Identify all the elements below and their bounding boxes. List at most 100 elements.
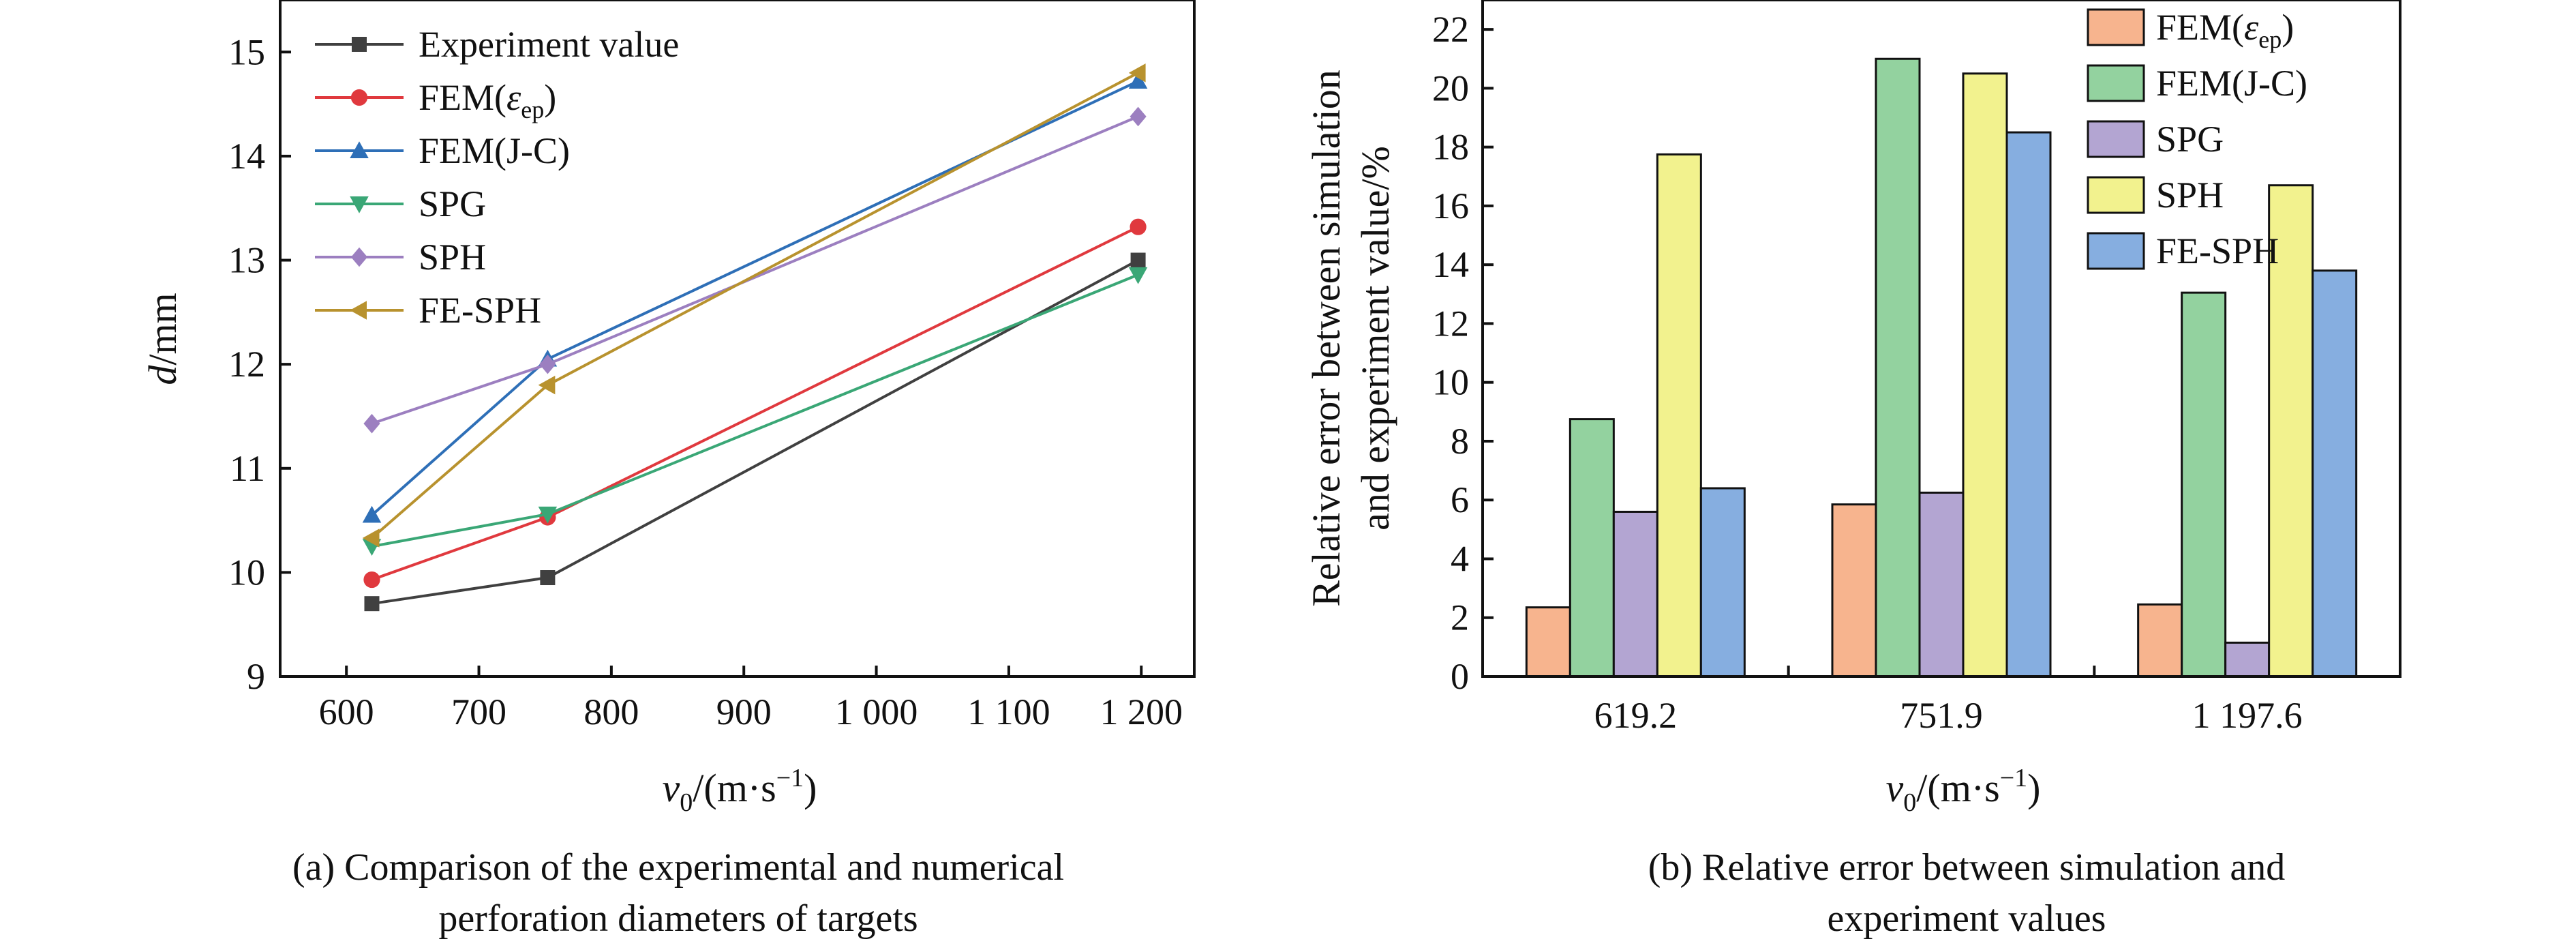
b-y-tick-label: 18 [1432, 127, 1469, 168]
a-series-5 [362, 63, 1146, 548]
a-series-line [371, 225, 1139, 581]
a-legend: Experiment value FEM(εep) FEM(J-C) SPG SPH FE… [315, 24, 679, 331]
a-legend-label: FE-SPH [419, 290, 541, 331]
a-series-0 [364, 252, 1146, 612]
b-bar [2181, 291, 2227, 678]
a-data-point [538, 375, 556, 395]
b-plot-frame [1481, 0, 2401, 678]
b-y-tick-label: 12 [1432, 303, 1469, 344]
a-caption-line-1: (a) Comparison of the experimental and n… [292, 846, 1064, 889]
b-legend-label: SPG [2156, 119, 2224, 160]
a-legend-marker [350, 89, 368, 106]
a-legend-marker [350, 247, 368, 267]
b-bar [1612, 510, 1658, 678]
a-x-tick-label: 1 200 [1100, 691, 1183, 732]
a-legend-item: SPG [315, 183, 486, 224]
b-y-tick-label: 6 [1451, 479, 1469, 520]
b-bar [2224, 641, 2271, 678]
a-data-point [1130, 106, 1147, 127]
b-legend-swatch [2087, 232, 2145, 270]
b-legend-swatch [2087, 64, 2145, 102]
b-y-tick-label: 0 [1451, 656, 1469, 697]
a-y-tick-label: 13 [228, 240, 265, 281]
b-y-tick-label: 2 [1451, 597, 1469, 638]
b-bars-layer [1525, 57, 2358, 678]
b-y-tick-label: 22 [1432, 9, 1469, 50]
b-y-axis-label-line-1: Relative error between simulation [1304, 70, 1348, 607]
a-y-tick-label: 11 [230, 448, 265, 489]
a-legend-marker [350, 196, 369, 213]
b-legend-item: FEM(εep) [2087, 7, 2294, 53]
a-series-layer [362, 63, 1148, 612]
b-bar [1875, 57, 1921, 678]
a-legend-marker [352, 37, 367, 52]
b-y-tick-label: 10 [1432, 362, 1469, 403]
panel-b-bar-chart: 0 2 4 6 8 10 12 14 16 18 20 22 619.2 751.9 1 197.6 FEM… [1304, 0, 2401, 940]
b-x-axis-label: v0/(m·s−1) [1886, 764, 2041, 817]
a-legend-label: FEM(J-C) [419, 130, 570, 171]
b-legend-item: FEM(J-C) [2087, 63, 2307, 104]
a-series-4 [363, 106, 1147, 434]
b-bar [2268, 184, 2314, 678]
b-bar [2005, 131, 2052, 678]
b-legend: FEM(εep) FEM(J-C) SPG SPH FE-SPH [2087, 7, 2307, 271]
a-legend-label: SPG [419, 183, 486, 224]
a-legend-item: FEM(εep) [315, 77, 556, 123]
b-x-tick-label: 619.2 [1594, 695, 1678, 736]
a-y-tick-label: 10 [228, 552, 265, 593]
a-legend-marker [350, 141, 369, 158]
a-data-point [1128, 63, 1146, 83]
a-data-point [363, 413, 380, 434]
b-caption-line-2: experiment values [1828, 897, 2106, 940]
b-y-tick-label: 8 [1451, 421, 1469, 462]
b-legend-swatch [2087, 120, 2145, 158]
b-y-tick-label: 20 [1432, 68, 1469, 108]
a-legend-label: Experiment value [419, 24, 679, 65]
a-x-tick-label: 800 [584, 691, 639, 732]
a-y-tick-label: 15 [228, 31, 265, 72]
a-legend-item: FE-SPH [315, 290, 541, 331]
a-data-point [1128, 72, 1148, 89]
a-legend-item: FEM(J-C) [315, 130, 570, 171]
a-legend-marker [350, 301, 367, 320]
b-bar [2137, 603, 2183, 678]
b-legend-swatch [2087, 176, 2145, 214]
a-x-axis-label: v0/(m·s−1) [663, 764, 817, 817]
a-y-tick-label: 12 [228, 344, 265, 385]
b-ticks: 0 2 4 6 8 10 12 14 16 18 20 22 619.2 751.9 1 197.6 [1432, 9, 2303, 736]
b-y-tick-label: 16 [1432, 185, 1469, 226]
b-bar [1699, 487, 1746, 678]
b-bar [1918, 491, 1965, 678]
b-legend-item: SPH [2087, 175, 2224, 215]
a-caption-line-2: perforation diameters of targets [438, 897, 918, 940]
a-x-tick-label: 900 [716, 691, 772, 732]
a-data-point [364, 596, 380, 612]
b-bar [1962, 72, 2008, 678]
a-legend-label: SPH [419, 237, 486, 278]
a-y-tick-label: 14 [228, 136, 265, 177]
b-legend-label: FE-SPH [2156, 230, 2279, 271]
b-bar [1569, 418, 1615, 678]
a-y-axis-label: d/mm [140, 293, 185, 385]
b-legend-item: FE-SPH [2087, 230, 2279, 271]
a-legend-item: Experiment value [315, 24, 679, 65]
a-x-tick-label: 1 000 [835, 691, 918, 732]
a-legend-item: SPH [315, 237, 486, 278]
b-x-tick-label: 751.9 [1900, 695, 1983, 736]
a-data-point [540, 570, 556, 586]
a-data-point [538, 506, 558, 524]
a-data-point [1128, 267, 1148, 284]
b-bar [2312, 269, 2358, 678]
b-legend-swatch [2087, 8, 2145, 46]
b-y-tick-label: 14 [1432, 244, 1469, 285]
a-plot-frame [279, 0, 1196, 678]
b-legend-item: SPG [2087, 119, 2224, 160]
b-caption-line-1: (b) Relative error between simulation an… [1648, 846, 2286, 889]
b-x-tick-label: 1 197.6 [2192, 695, 2303, 736]
a-data-point [1130, 218, 1147, 235]
a-data-point [362, 505, 382, 523]
b-legend-label: FEM(εep) [2156, 7, 2294, 53]
panel-a-line-chart: 600 700 800 900 1 000 1 100 1 200 9 10 11 12 13 14 15… [140, 0, 1196, 940]
a-ticks: 600 700 800 900 1 000 1 100 1 200 9 10 11 12 13 14 15 [228, 31, 1183, 732]
